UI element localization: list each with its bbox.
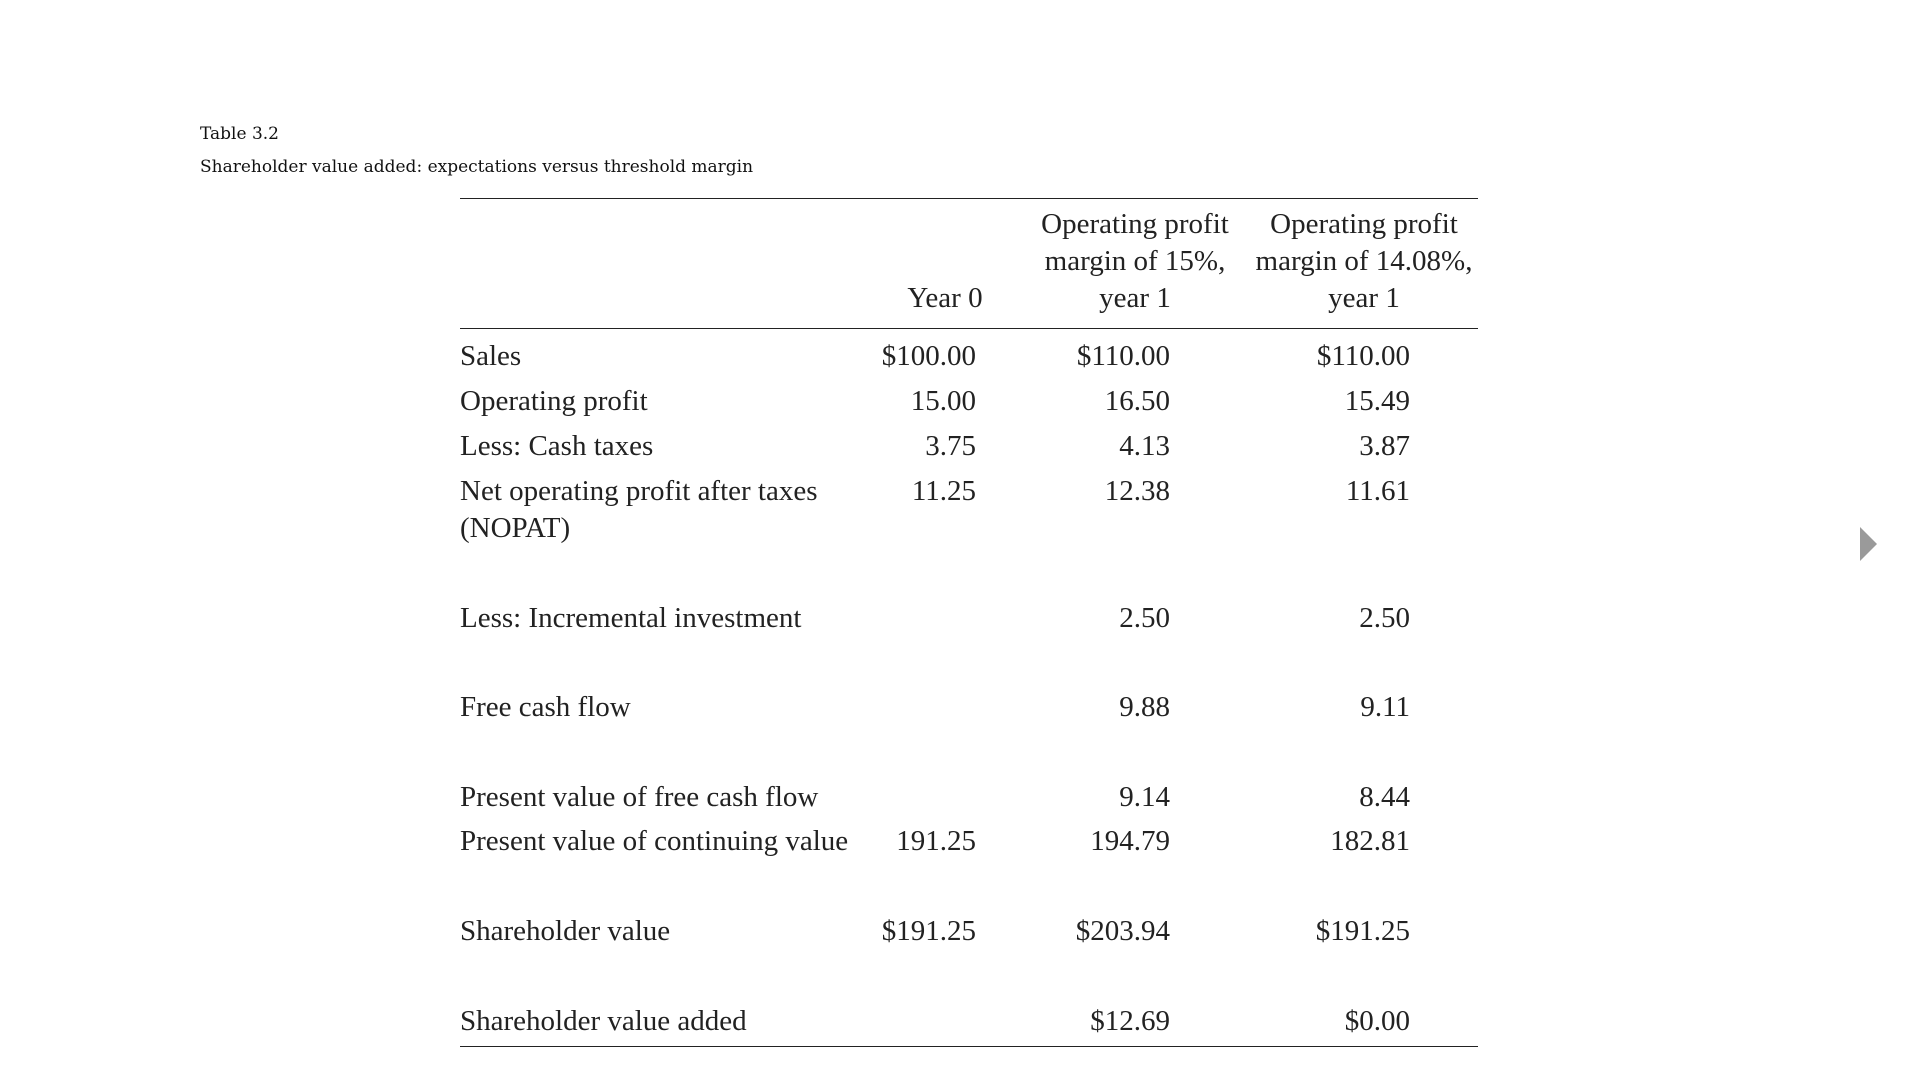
column-header-margin-15: Operating profit margin of 15%, year 1: [1020, 206, 1250, 317]
cell-nopat-year-0: 11.25: [911, 475, 976, 507]
row-label-incremental-investment: Less: Incremental investment: [460, 602, 802, 634]
cell-nopat-margin-14-08: 11.61: [1345, 475, 1410, 507]
cell-pv-continuing-value-margin-15: 194.79: [1090, 825, 1170, 857]
cell-shareholder-value-added-margin-15: $12.69: [1090, 1005, 1170, 1037]
column-header-line: Operating profit: [1041, 208, 1229, 240]
row-label-operating-profit: Operating profit: [460, 385, 648, 417]
cell-nopat-margin-15: 12.38: [1104, 475, 1170, 507]
cell-cash-taxes-year-0: 3.75: [925, 430, 976, 462]
cell-free-cash-flow-margin-14-08: 9.11: [1360, 691, 1410, 723]
cell-operating-profit-margin-14-08: 15.49: [1344, 385, 1410, 417]
row-label-free-cash-flow: Free cash flow: [460, 691, 631, 723]
cell-pv-free-cash-flow-margin-15: 9.14: [1119, 781, 1170, 813]
cell-free-cash-flow-margin-15: 9.88: [1119, 691, 1170, 723]
row-label-nopat: Net operating profit after taxes: [460, 475, 818, 507]
column-header-margin-14-08: Operating profit margin of 14.08%, year …: [1240, 206, 1488, 317]
cell-pv-continuing-value-year-0: 191.25: [896, 825, 976, 857]
cell-shareholder-value-year-0: $191.25: [881, 915, 976, 947]
column-header-year-0: Year 0: [880, 280, 1010, 317]
cell-cash-taxes-margin-15: 4.13: [1119, 430, 1170, 462]
column-header-line: margin of 15%,: [1044, 245, 1226, 277]
table-number: Table 3.2: [200, 124, 279, 144]
column-header-line: year 1: [1099, 282, 1171, 314]
row-label-shareholder-value-added: Shareholder value added: [460, 1005, 747, 1037]
cell-incremental-investment-margin-14-08: 2.50: [1359, 602, 1410, 634]
column-header-line: Operating profit: [1270, 208, 1458, 240]
cell-operating-profit-margin-15: 16.50: [1104, 385, 1170, 417]
cell-sales-margin-15: $110.00: [1076, 340, 1170, 372]
cell-sales-margin-14-08: $110.00: [1316, 340, 1410, 372]
table-header-rule: [460, 328, 1478, 329]
table-bottom-rule: [460, 1046, 1478, 1047]
cell-operating-profit-year-0: 15.00: [910, 385, 976, 417]
row-label-sales: Sales: [460, 340, 522, 372]
column-header-line: Year 0: [907, 282, 983, 314]
column-header-line: year 1: [1328, 282, 1400, 314]
next-page-arrow-icon[interactable]: [1860, 527, 1877, 561]
cell-incremental-investment-margin-15: 2.50: [1119, 602, 1170, 634]
cell-cash-taxes-margin-14-08: 3.87: [1359, 430, 1410, 462]
row-label-cash-taxes: Less: Cash taxes: [460, 430, 654, 462]
cell-sales-year-0: $100.00: [881, 340, 976, 372]
cell-pv-free-cash-flow-margin-14-08: 8.44: [1359, 781, 1410, 813]
row-label-nopat-continued: (NOPAT): [460, 512, 571, 544]
cell-shareholder-value-added-margin-14-08: $0.00: [1344, 1005, 1410, 1037]
column-header-line: margin of 14.08%,: [1255, 245, 1473, 277]
table-title: Shareholder value added: expectations ve…: [200, 157, 754, 177]
row-label-pv-free-cash-flow: Present value of free cash flow: [460, 781, 819, 813]
cell-shareholder-value-margin-14-08: $191.25: [1315, 915, 1410, 947]
row-label-shareholder-value: Shareholder value: [460, 915, 671, 947]
row-label-pv-continuing-value: Present value of continuing value: [460, 825, 849, 857]
cell-pv-continuing-value-margin-14-08: 182.81: [1330, 825, 1410, 857]
table-top-rule: [460, 198, 1478, 199]
cell-shareholder-value-margin-15: $203.94: [1075, 915, 1170, 947]
